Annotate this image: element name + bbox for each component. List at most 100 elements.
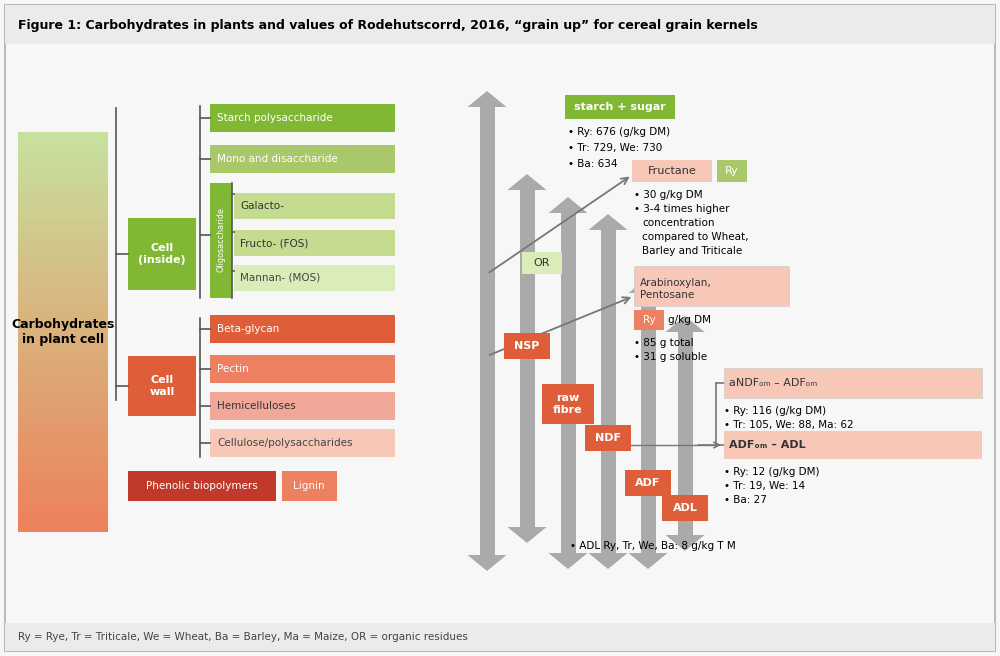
Text: • Ba: 27: • Ba: 27 — [724, 495, 767, 505]
Bar — [18, 265, 108, 272]
Bar — [18, 132, 108, 138]
Bar — [5, 5, 995, 44]
Bar — [18, 459, 108, 465]
Bar — [504, 333, 550, 359]
Bar — [18, 205, 108, 212]
Bar — [724, 368, 982, 398]
Text: • Ry: 12 (g/kg DM): • Ry: 12 (g/kg DM) — [724, 467, 820, 477]
Bar — [18, 399, 108, 405]
Bar — [18, 232, 108, 239]
Text: Carbohydrates
in plant cell: Carbohydrates in plant cell — [11, 318, 115, 346]
Bar — [632, 160, 712, 182]
Bar — [210, 355, 395, 383]
Bar — [128, 356, 196, 416]
Bar — [18, 159, 108, 165]
Text: • ADL Ry, Tr, We, Ba: 8 g/kg T M: • ADL Ry, Tr, We, Ba: 8 g/kg T M — [570, 541, 736, 551]
Bar — [18, 292, 108, 298]
Bar — [640, 293, 656, 553]
Polygon shape — [588, 553, 628, 569]
Bar — [234, 230, 395, 256]
Bar — [18, 152, 108, 159]
Text: Lignin: Lignin — [293, 481, 325, 491]
Text: • Ry: 116 (g/kg DM): • Ry: 116 (g/kg DM) — [724, 406, 826, 416]
Text: Figure 1: Carbohydrates in plants and values of Rodehutscorrd, 2016, “grain up” : Figure 1: Carbohydrates in plants and va… — [18, 19, 758, 32]
Bar — [18, 272, 108, 279]
Bar — [18, 218, 108, 225]
Bar — [210, 429, 395, 457]
Polygon shape — [666, 535, 704, 551]
Polygon shape — [508, 174, 546, 190]
Text: Cellulose/polysaccharides: Cellulose/polysaccharides — [217, 438, 352, 448]
Bar — [18, 146, 108, 152]
Bar — [18, 372, 108, 379]
Bar — [522, 252, 562, 274]
Polygon shape — [548, 553, 588, 569]
Bar — [18, 359, 108, 365]
Text: compared to Wheat,: compared to Wheat, — [642, 232, 748, 242]
Text: • 30 g/kg DM: • 30 g/kg DM — [634, 190, 703, 200]
Text: • Ba: 132, Ha: 160: • Ba: 132, Ha: 160 — [724, 434, 821, 444]
Text: Arabinoxylan,
Pentosane: Arabinoxylan, Pentosane — [640, 278, 712, 300]
Bar — [18, 319, 108, 325]
Bar — [585, 425, 631, 451]
Bar — [234, 193, 395, 219]
Text: Ry: Ry — [643, 315, 655, 325]
Bar — [18, 138, 108, 146]
Bar — [210, 145, 395, 173]
Bar — [210, 104, 395, 132]
Text: starch + sugar: starch + sugar — [574, 102, 666, 112]
Text: NDF: NDF — [595, 433, 621, 443]
Bar — [18, 412, 108, 419]
Text: Beta-glycan: Beta-glycan — [217, 324, 279, 334]
Bar — [542, 384, 594, 424]
Text: concentration: concentration — [642, 218, 714, 228]
Bar — [234, 265, 395, 291]
Bar — [18, 258, 108, 265]
Bar — [18, 172, 108, 178]
Bar — [18, 485, 108, 492]
Bar — [18, 472, 108, 479]
Text: Pectin: Pectin — [217, 364, 249, 374]
Text: Phenolic biopolymers: Phenolic biopolymers — [146, 481, 258, 491]
Bar — [600, 230, 616, 553]
Bar — [18, 245, 108, 252]
Bar — [18, 192, 108, 199]
Text: g/kg DM: g/kg DM — [668, 315, 711, 325]
Text: Mannan- (MOS): Mannan- (MOS) — [240, 273, 320, 283]
Bar — [18, 279, 108, 285]
Text: Hemicelluloses: Hemicelluloses — [217, 401, 296, 411]
Bar — [18, 425, 108, 432]
Bar — [18, 419, 108, 425]
Bar — [18, 338, 108, 345]
Bar — [18, 312, 108, 319]
Text: • Tr: 19, We: 14: • Tr: 19, We: 14 — [724, 481, 805, 491]
Polygon shape — [468, 91, 507, 107]
Bar — [18, 199, 108, 205]
Text: Ry: Ry — [725, 166, 739, 176]
Bar — [18, 332, 108, 338]
Bar — [18, 305, 108, 312]
Text: ADL: ADL — [673, 503, 697, 513]
Text: Galacto-: Galacto- — [240, 201, 284, 211]
Bar — [634, 310, 664, 330]
Bar — [18, 165, 108, 172]
Bar — [18, 505, 108, 512]
Bar — [18, 392, 108, 399]
Text: ADFₒₘ – ADL: ADFₒₘ – ADL — [729, 440, 806, 450]
Bar — [18, 492, 108, 499]
Bar — [210, 392, 395, 420]
Bar — [18, 212, 108, 218]
Bar — [18, 452, 108, 459]
Polygon shape — [629, 277, 668, 293]
Bar — [210, 315, 395, 343]
Text: ADF: ADF — [635, 478, 661, 488]
Bar — [282, 471, 337, 501]
Bar — [18, 345, 108, 352]
Bar — [678, 332, 692, 535]
Text: Mono and disaccharide: Mono and disaccharide — [217, 154, 338, 164]
Text: Fructane: Fructane — [648, 166, 696, 176]
Bar — [520, 190, 534, 527]
Bar — [18, 479, 108, 485]
Text: Cell
(inside): Cell (inside) — [138, 243, 186, 265]
Text: • Tr: 105, We: 88, Ma: 62: • Tr: 105, We: 88, Ma: 62 — [724, 420, 854, 430]
